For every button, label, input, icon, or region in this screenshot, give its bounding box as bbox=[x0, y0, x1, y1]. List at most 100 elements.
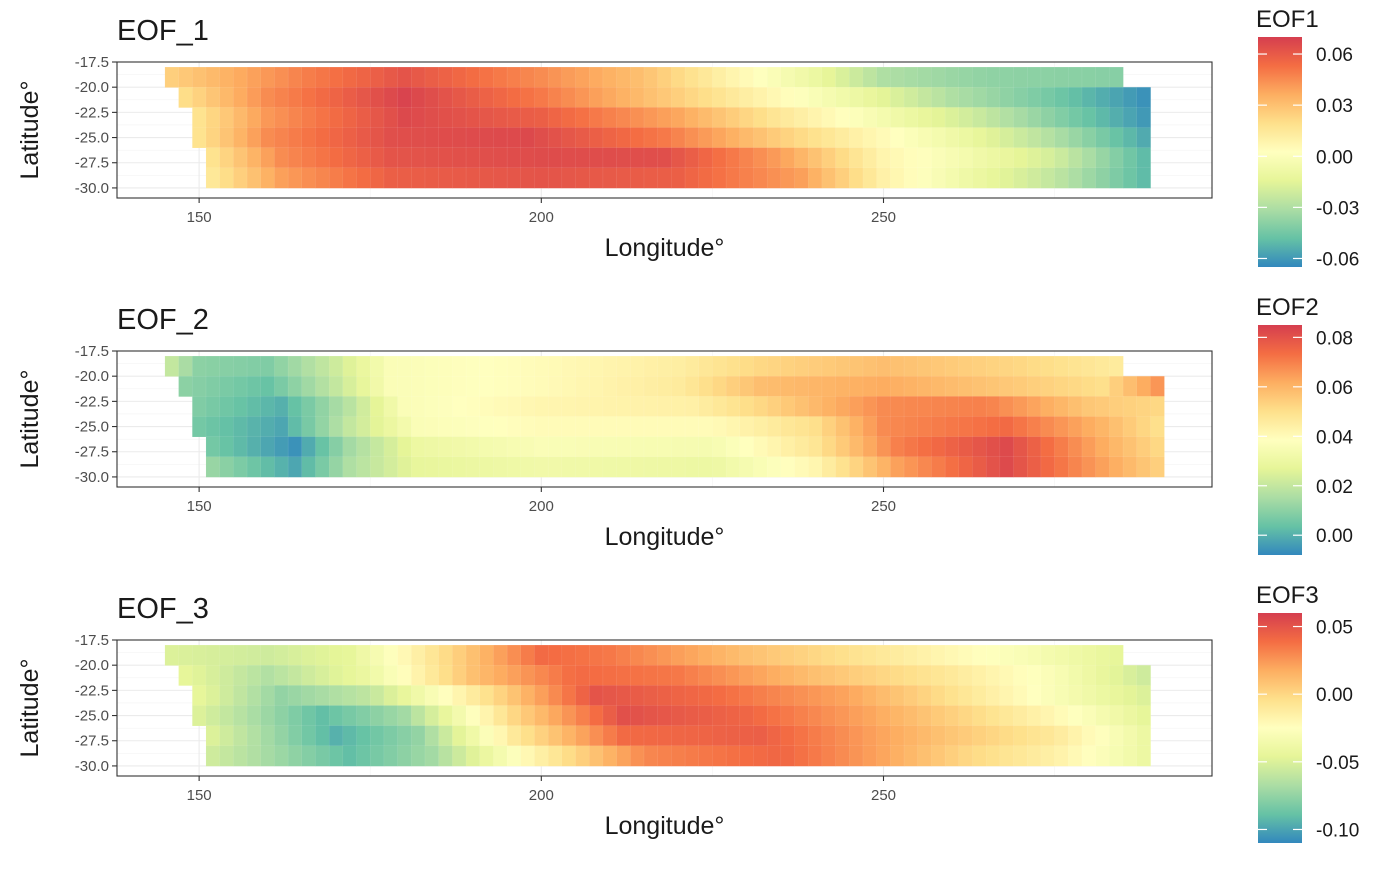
heatmap-cell bbox=[260, 107, 275, 129]
heatmap-cell bbox=[616, 705, 631, 727]
heatmap-cell bbox=[1027, 456, 1042, 478]
heatmap-cell bbox=[684, 745, 700, 767]
heatmap-cell bbox=[219, 66, 234, 88]
heatmap-cell bbox=[972, 86, 987, 108]
heatmap-cell bbox=[452, 705, 467, 727]
heatmap-cell bbox=[671, 66, 686, 88]
heatmap-cell bbox=[1081, 66, 1097, 88]
heatmap-cell bbox=[383, 127, 399, 149]
heatmap-cell bbox=[561, 644, 577, 666]
y-axis-label: Latitude° bbox=[16, 370, 44, 469]
heatmap-cell bbox=[356, 456, 371, 478]
heatmap-cell bbox=[233, 685, 248, 707]
heatmap-cell bbox=[917, 685, 932, 707]
heatmap-cell bbox=[630, 745, 645, 767]
heatmap-cell bbox=[301, 147, 317, 169]
heatmap-cell bbox=[561, 725, 577, 747]
heatmap-cell bbox=[1081, 107, 1097, 129]
heatmap-cell bbox=[808, 644, 823, 666]
colorbar bbox=[1258, 325, 1302, 555]
heatmap-cell bbox=[1027, 66, 1042, 88]
heatmap-cell bbox=[301, 107, 317, 129]
heatmap-cell bbox=[424, 107, 440, 129]
heatmap-cell bbox=[479, 644, 494, 666]
heatmap-cell bbox=[493, 745, 508, 767]
heatmap-cell bbox=[643, 147, 659, 169]
heatmap-cell bbox=[1027, 107, 1042, 129]
heatmap-cell bbox=[411, 456, 426, 478]
heatmap-cell bbox=[547, 436, 563, 458]
x-tick-label: 150 bbox=[187, 787, 212, 804]
heatmap-cell bbox=[178, 644, 193, 666]
heatmap-cell bbox=[958, 725, 974, 747]
heatmap-cell bbox=[260, 725, 275, 747]
heatmap-cell bbox=[602, 725, 618, 747]
heatmap-cell bbox=[424, 705, 440, 727]
heatmap-cell bbox=[917, 396, 932, 418]
heatmap-cell bbox=[301, 416, 317, 438]
heatmap-cell bbox=[985, 167, 1001, 189]
x-tick-label: 150 bbox=[187, 209, 212, 226]
heatmap-cell bbox=[274, 685, 289, 707]
heatmap-cell bbox=[547, 745, 563, 767]
heatmap-cell bbox=[1081, 436, 1097, 458]
heatmap-cell bbox=[972, 127, 987, 149]
x-axis-label: Longitude° bbox=[605, 234, 725, 262]
heatmap-cell bbox=[342, 416, 358, 438]
y-tick-label: -30.0 bbox=[75, 180, 109, 197]
heatmap-cell bbox=[452, 355, 467, 377]
heatmap-cell bbox=[534, 396, 549, 418]
heatmap-cell bbox=[397, 745, 412, 767]
heatmap-cell bbox=[178, 86, 193, 108]
heatmap-cell bbox=[465, 86, 481, 108]
heatmap-cell bbox=[862, 725, 878, 747]
heatmap-cell bbox=[205, 147, 221, 169]
heatmap-cell bbox=[1040, 664, 1056, 686]
heatmap-cell bbox=[452, 436, 467, 458]
heatmap-cell bbox=[493, 396, 508, 418]
heatmap-cell bbox=[452, 167, 467, 189]
heatmap-cell bbox=[328, 355, 344, 377]
heatmap-cell bbox=[958, 664, 974, 686]
heatmap-cell bbox=[479, 745, 494, 767]
heatmap-cell bbox=[643, 416, 659, 438]
heatmap-cell bbox=[985, 436, 1001, 458]
eof-panel-3: -17.5 -20.0 -22.5 -25.0 -27.5 -30.0 150 200 250 E… bbox=[16, 582, 1359, 843]
x-tick-label: 200 bbox=[529, 498, 554, 515]
heatmap-cell bbox=[903, 685, 919, 707]
y-tick-label: -30.0 bbox=[75, 469, 109, 486]
heatmap-cell bbox=[1027, 375, 1042, 397]
heatmap-cell bbox=[219, 396, 234, 418]
heatmap-cell bbox=[356, 147, 371, 169]
heatmap-cell bbox=[274, 127, 289, 149]
heatmap-cell bbox=[561, 86, 577, 108]
heatmap-cell bbox=[753, 127, 768, 149]
heatmap-cell bbox=[944, 147, 960, 169]
heatmap-cell bbox=[452, 127, 467, 149]
heatmap-cell bbox=[944, 664, 960, 686]
heatmap-cell bbox=[766, 66, 782, 88]
heatmap-cell bbox=[890, 375, 905, 397]
heatmap-cell bbox=[1040, 456, 1056, 478]
heatmap-cell bbox=[1095, 705, 1110, 727]
heatmap-cell bbox=[903, 725, 919, 747]
heatmap-cell bbox=[397, 355, 412, 377]
heatmap-cell bbox=[534, 705, 549, 727]
heatmap-cell bbox=[849, 416, 864, 438]
heatmap-cell bbox=[643, 456, 659, 478]
heatmap-cell bbox=[424, 416, 440, 438]
heatmap-cell bbox=[821, 416, 837, 438]
heatmap-cell bbox=[233, 86, 248, 108]
heatmap-cell bbox=[1040, 167, 1056, 189]
heatmap-cell bbox=[1095, 685, 1110, 707]
legend-label: -0.06 bbox=[1316, 249, 1359, 270]
heatmap-cell bbox=[1013, 107, 1028, 129]
y-tick-label: -20.0 bbox=[75, 79, 109, 96]
heatmap-cell bbox=[589, 147, 604, 169]
heatmap-cell bbox=[1040, 86, 1056, 108]
heatmap-cell bbox=[589, 685, 604, 707]
heatmap-cell bbox=[890, 745, 905, 767]
heatmap-cell bbox=[561, 66, 577, 88]
heatmap-cell bbox=[739, 107, 755, 129]
heatmap-cell bbox=[1068, 685, 1083, 707]
